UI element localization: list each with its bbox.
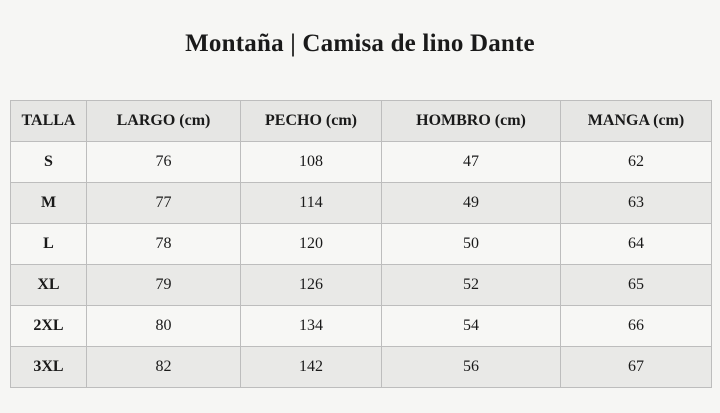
cell-talla: L <box>10 223 87 265</box>
cell-manga: 62 <box>560 141 712 183</box>
cell-manga: 67 <box>560 346 712 388</box>
table-row: XL 79 126 52 65 <box>10 264 712 306</box>
page-title: Montaña | Camisa de lino Dante <box>185 30 535 57</box>
table-header-row: TALLA LARGO (cm) PECHO (cm) HOMBRO (cm) … <box>10 100 712 142</box>
cell-largo: 82 <box>86 346 241 388</box>
cell-talla: 3XL <box>10 346 87 388</box>
cell-hombro: 50 <box>381 223 561 265</box>
cell-largo: 78 <box>86 223 241 265</box>
header-pecho: PECHO (cm) <box>240 100 382 142</box>
cell-largo: 80 <box>86 305 241 347</box>
table-row: S 76 108 47 62 <box>10 141 712 183</box>
cell-manga: 63 <box>560 182 712 224</box>
cell-pecho: 142 <box>240 346 382 388</box>
cell-largo: 77 <box>86 182 241 224</box>
header-manga: MANGA (cm) <box>560 100 712 142</box>
cell-manga: 64 <box>560 223 712 265</box>
cell-hombro: 49 <box>381 182 561 224</box>
cell-hombro: 47 <box>381 141 561 183</box>
header-hombro: HOMBRO (cm) <box>381 100 561 142</box>
cell-largo: 76 <box>86 141 241 183</box>
cell-hombro: 54 <box>381 305 561 347</box>
table-row: 2XL 80 134 54 66 <box>10 305 712 347</box>
cell-hombro: 56 <box>381 346 561 388</box>
table-row: M 77 114 49 63 <box>10 182 712 224</box>
table-row: 3XL 82 142 56 67 <box>10 346 712 388</box>
cell-manga: 66 <box>560 305 712 347</box>
cell-pecho: 120 <box>240 223 382 265</box>
header-talla: TALLA <box>10 100 87 142</box>
cell-talla: M <box>10 182 87 224</box>
table-row: L 78 120 50 64 <box>10 223 712 265</box>
cell-manga: 65 <box>560 264 712 306</box>
cell-hombro: 52 <box>381 264 561 306</box>
cell-pecho: 114 <box>240 182 382 224</box>
header-largo: LARGO (cm) <box>86 100 241 142</box>
cell-talla: XL <box>10 264 87 306</box>
cell-pecho: 134 <box>240 305 382 347</box>
cell-pecho: 126 <box>240 264 382 306</box>
size-chart-table: TALLA LARGO (cm) PECHO (cm) HOMBRO (cm) … <box>10 100 712 388</box>
cell-largo: 79 <box>86 264 241 306</box>
cell-pecho: 108 <box>240 141 382 183</box>
cell-talla: S <box>10 141 87 183</box>
cell-talla: 2XL <box>10 305 87 347</box>
